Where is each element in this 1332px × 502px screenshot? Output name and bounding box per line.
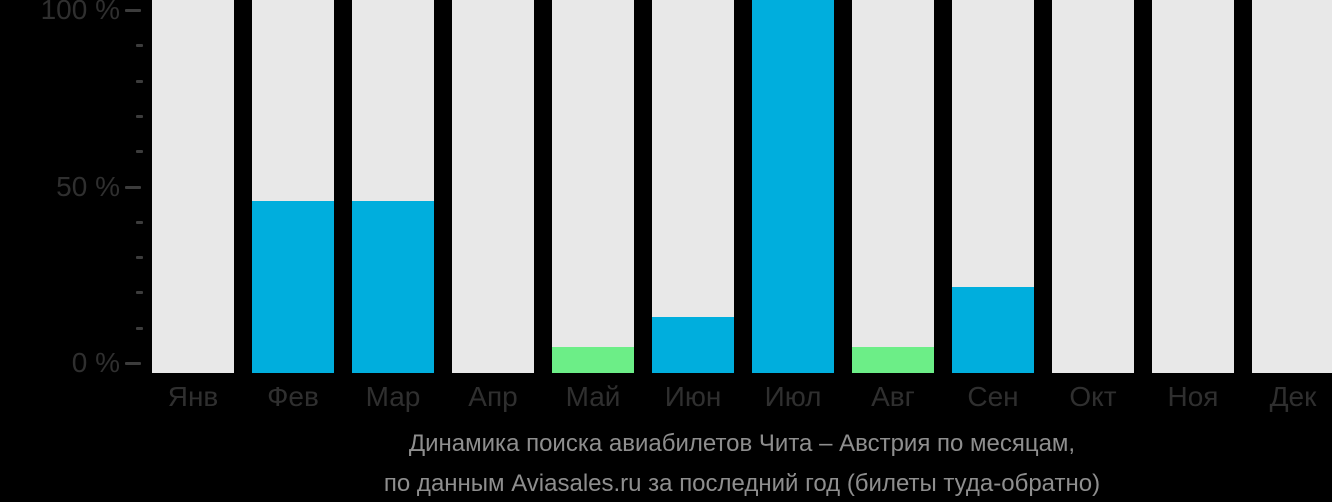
bar-fill <box>852 346 934 373</box>
y-tick-minor <box>136 44 143 48</box>
y-tick-major <box>125 362 141 365</box>
bar-track <box>1152 0 1234 373</box>
x-tick-label: Июл <box>764 381 822 412</box>
bar-fill <box>752 0 834 373</box>
chart-subtitle: по данным Aviasales.ru за последний год … <box>383 470 1101 497</box>
x-tick-label: Янв <box>167 381 219 412</box>
x-tick-label: Фев <box>267 381 319 412</box>
bar-fill <box>652 317 734 373</box>
bar-track <box>1252 0 1332 373</box>
x-tick-label: Июн <box>664 381 722 412</box>
y-tick-label: 0 % <box>71 347 120 378</box>
chart-title: Динамика поиска авиабилетов Чита – Австр… <box>408 430 1076 457</box>
bar-track <box>1052 0 1134 373</box>
x-tick-label: Ноя <box>1167 381 1219 412</box>
y-tick-major <box>125 185 141 189</box>
x-tick-label: Авг <box>871 381 915 412</box>
bar-fill <box>352 201 434 373</box>
y-tick-label: 50 % <box>56 170 120 202</box>
bar-track <box>752 0 834 373</box>
bar-track <box>652 0 734 373</box>
bar-fill <box>252 201 334 373</box>
x-tick-label: Сен <box>967 381 1019 412</box>
bar-track <box>252 0 334 373</box>
y-tick-major <box>125 9 141 12</box>
y-tick-label: 100 % <box>40 0 120 25</box>
bar-track <box>852 0 934 373</box>
y-tick-minor <box>136 150 143 154</box>
y-tick-minor <box>136 79 143 83</box>
bar-track <box>552 0 634 373</box>
x-tick-label: Мар <box>365 381 421 412</box>
y-tick-minor <box>136 114 143 118</box>
x-tick-label: Окт <box>1069 381 1117 412</box>
bar-track <box>452 0 534 373</box>
y-tick-minor <box>136 220 143 224</box>
x-tick-label: Апр <box>468 381 518 412</box>
bar-fill <box>552 346 634 373</box>
x-tick-label: Дек <box>1269 381 1317 412</box>
y-tick-minor <box>136 256 143 260</box>
chart-caption: Динамика поиска авиабилетов Чита – Австр… <box>152 424 1332 502</box>
x-tick-label: Май <box>565 381 621 412</box>
bar-track <box>952 0 1034 373</box>
bar-track <box>352 0 434 373</box>
bar-fill <box>952 287 1034 373</box>
bar-track <box>152 0 234 373</box>
y-tick-minor <box>136 291 143 295</box>
y-tick-minor <box>136 326 143 330</box>
